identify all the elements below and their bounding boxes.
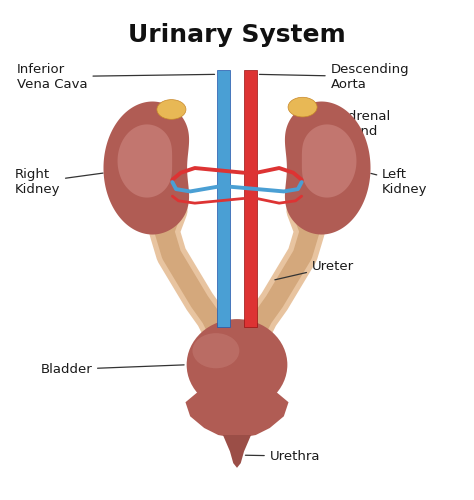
Text: Adrenal
gland: Adrenal gland [316, 110, 392, 138]
Text: Left
Kidney: Left Kidney [371, 168, 428, 196]
Polygon shape [286, 178, 321, 215]
Ellipse shape [292, 100, 313, 114]
Bar [244, 70, 257, 328]
Text: Right
Kidney: Right Kidney [15, 168, 103, 196]
Text: Urethra: Urethra [246, 450, 320, 462]
Ellipse shape [192, 333, 239, 368]
Ellipse shape [288, 98, 317, 117]
Polygon shape [302, 124, 356, 198]
Polygon shape [285, 102, 371, 234]
Polygon shape [223, 435, 251, 468]
Text: Descending
Aorta: Descending Aorta [259, 62, 410, 90]
Polygon shape [185, 390, 289, 438]
Text: Urinary System: Urinary System [128, 23, 346, 47]
Ellipse shape [187, 319, 287, 410]
Ellipse shape [157, 100, 186, 119]
Text: Bladder: Bladder [40, 363, 184, 376]
Polygon shape [154, 181, 188, 216]
Text: Inferior
Vena Cava: Inferior Vena Cava [17, 62, 215, 90]
Polygon shape [153, 178, 188, 215]
Ellipse shape [161, 102, 182, 117]
Text: Ureter: Ureter [275, 260, 354, 280]
Polygon shape [103, 102, 189, 234]
Bar [217, 70, 230, 328]
Polygon shape [118, 124, 172, 198]
